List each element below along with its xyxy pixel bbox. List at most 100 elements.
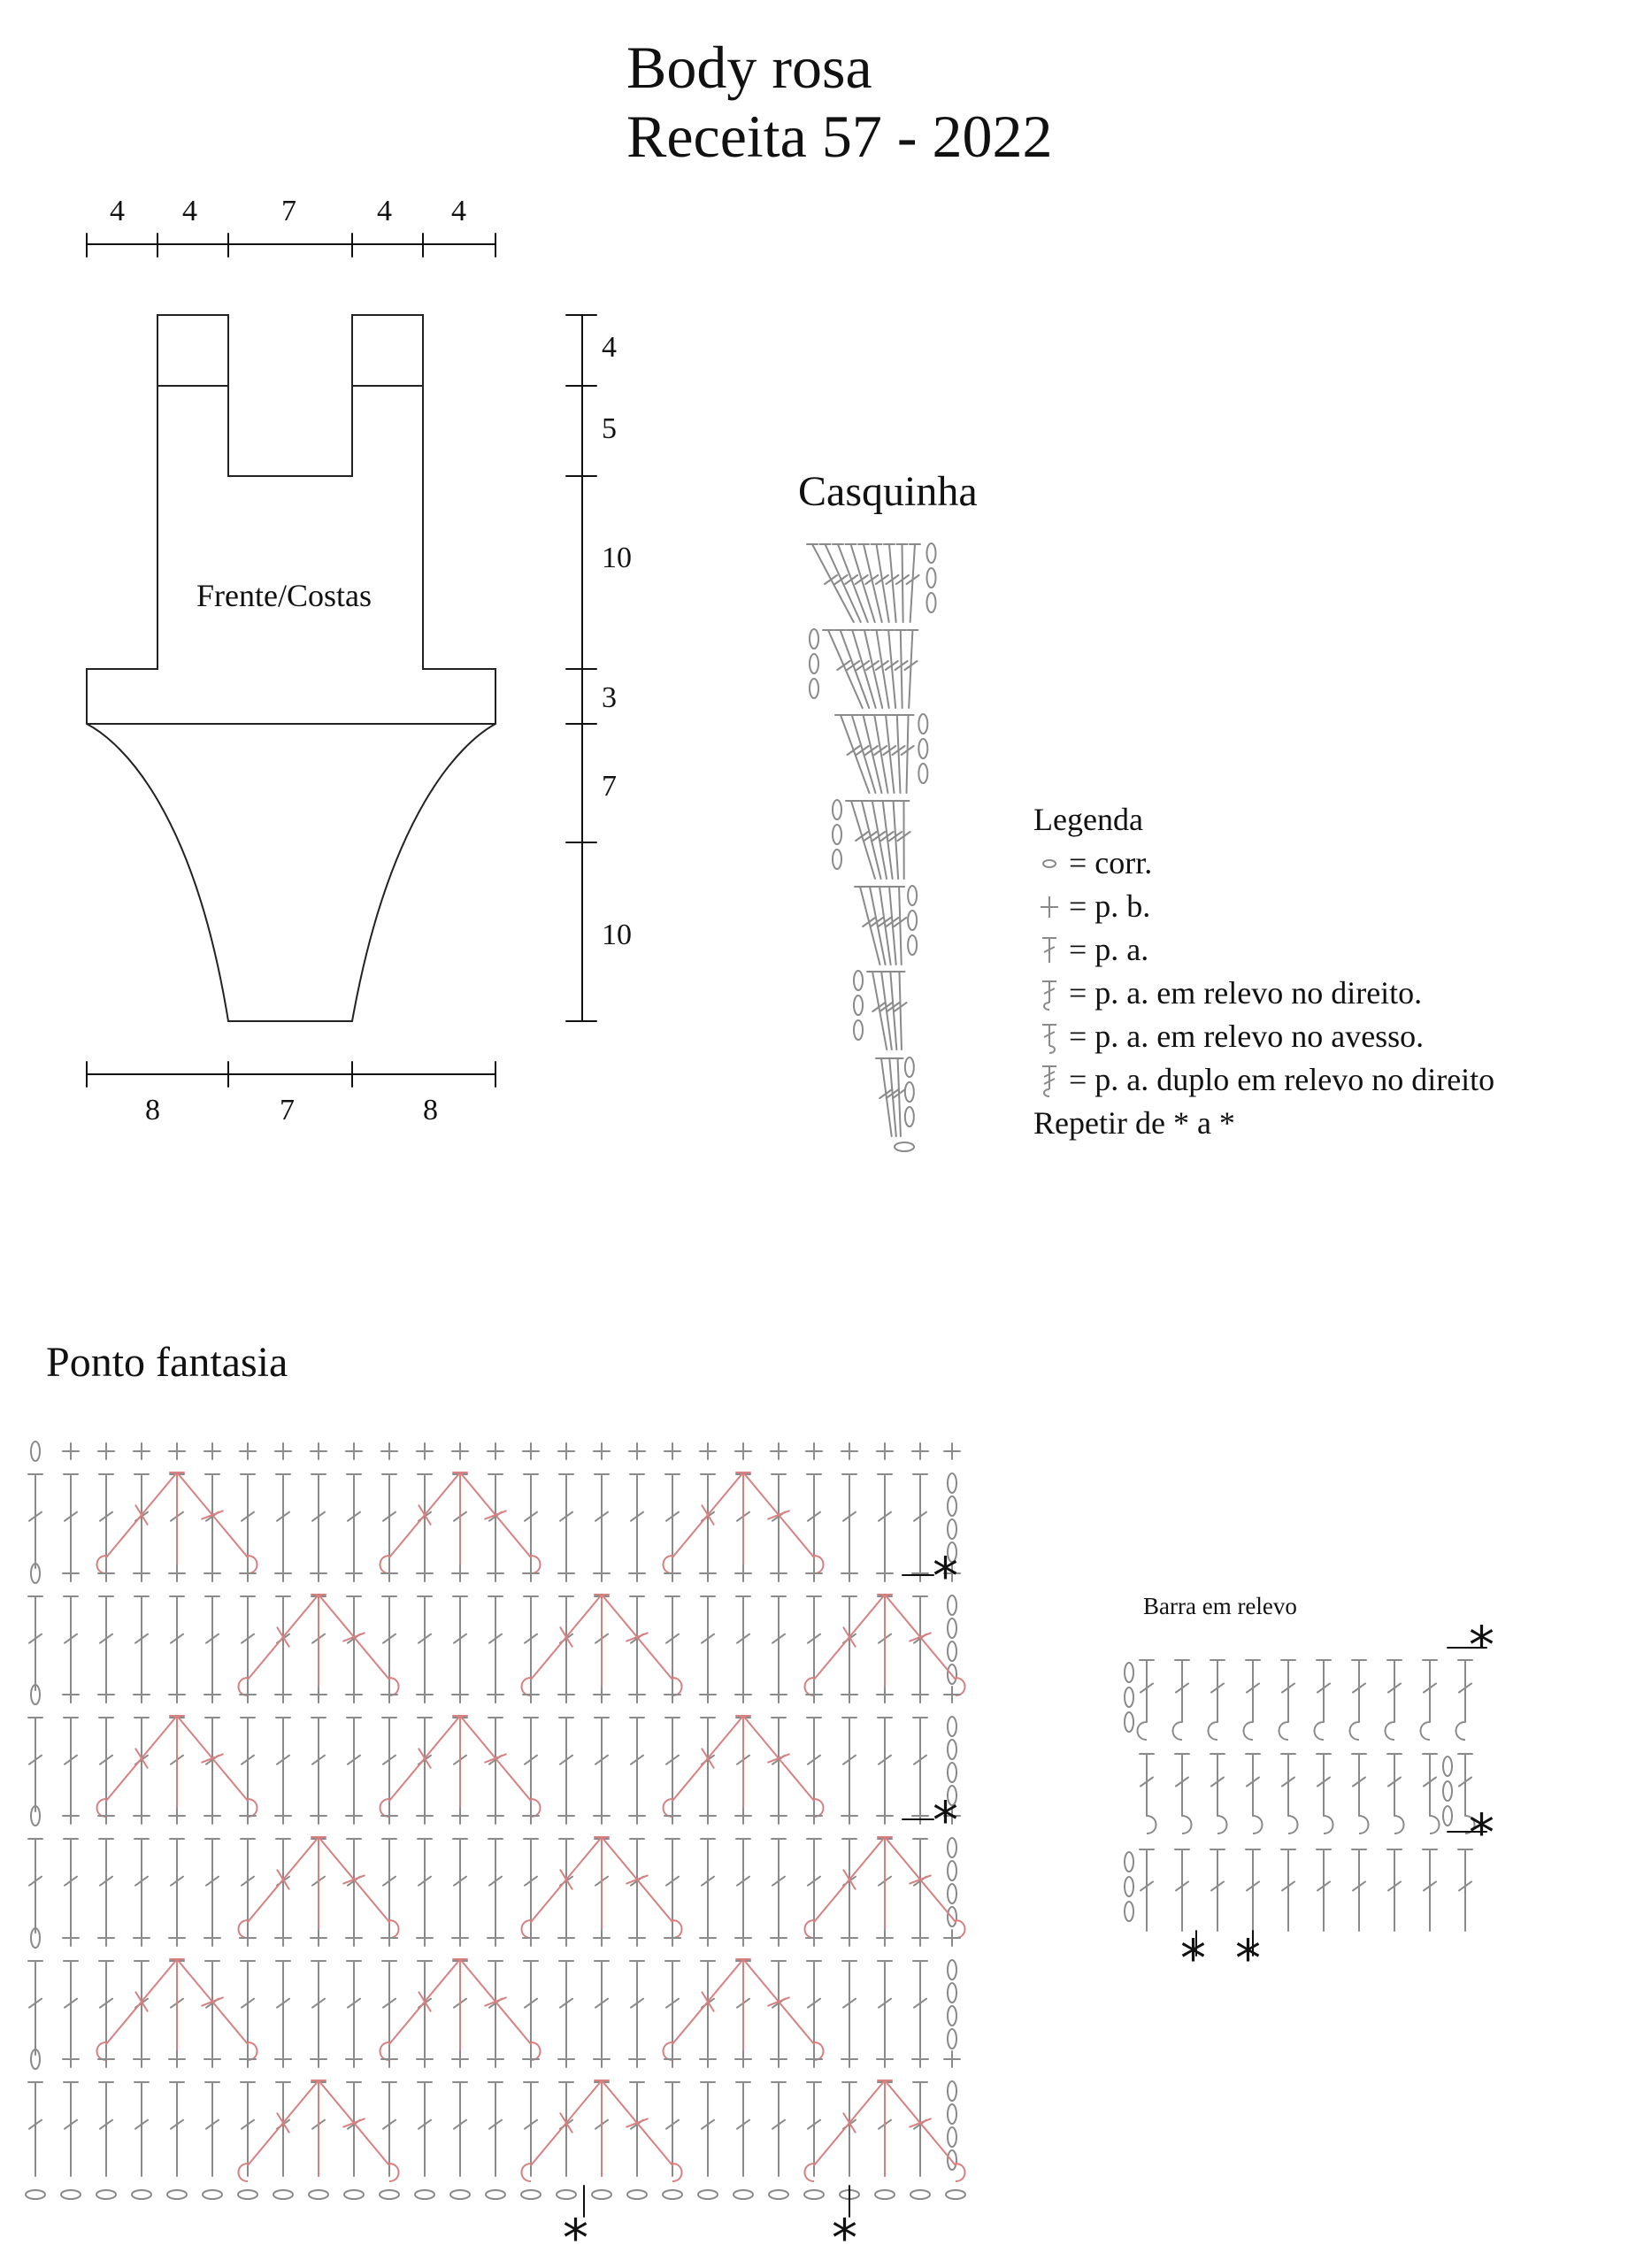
single-crochet (523, 1808, 539, 1824)
single-crochet (912, 1808, 928, 1824)
relief-stitch (1246, 1660, 1260, 1722)
single-crochet (558, 2051, 574, 2067)
double-crochet (736, 1596, 750, 1690)
single-crochet (558, 1808, 574, 1824)
barra-em-relevo-title: Barra em relevo (1143, 1593, 1297, 1620)
double-crochet (99, 2082, 113, 2176)
casquinha-chain (927, 593, 936, 612)
double-crochet (311, 1961, 326, 2055)
double-crochet (64, 1474, 78, 1568)
foundation-chain (238, 2190, 257, 2199)
single-crochet (912, 1443, 928, 1459)
single-crochet (417, 1687, 433, 1703)
bottom-dim-label: 8 (145, 1094, 160, 1127)
single-crochet (806, 1808, 822, 1824)
double-crochet (630, 1718, 644, 1811)
double-crochet (170, 2082, 184, 2176)
double-crochet (99, 1474, 113, 1568)
legend-item-text: = p. a. em relevo no direito. (1069, 972, 1422, 1015)
casquinha-chain (918, 739, 927, 758)
repeat-marker: * (1235, 1933, 1261, 1984)
relief-stitch (1423, 1754, 1437, 1816)
double-crochet (241, 1596, 255, 1690)
double-crochet (170, 1596, 184, 1690)
single-crochet (98, 2051, 114, 2067)
double-crochet (64, 1596, 78, 1690)
relief-stitch (1317, 1754, 1331, 1816)
front-post-tr-icon (1033, 1063, 1065, 1098)
double-crochet (241, 2082, 255, 2176)
single-crochet (877, 1565, 893, 1581)
dc-stem (901, 630, 902, 708)
casquinha-stitch (902, 715, 914, 793)
double-crochet (913, 1718, 927, 1811)
double-crochet (28, 1839, 42, 1933)
single-crochet (594, 1687, 610, 1703)
front-post-hook (239, 1678, 249, 1695)
single-crochet (204, 2051, 220, 2067)
single-crochet (98, 1443, 114, 1459)
bottom-dim-label: 8 (423, 1094, 438, 1127)
single-crochet (98, 1930, 114, 1946)
double-crochet (241, 1961, 255, 2055)
double-crochet (241, 1839, 255, 1933)
double-crochet (99, 1718, 113, 1811)
single-crochet (735, 1687, 751, 1703)
single-crochet (134, 1930, 150, 1946)
front-post-hook (1386, 1722, 1395, 1740)
single-crochet (98, 1687, 114, 1703)
front-post-hook (239, 1920, 249, 1938)
turning-chain (948, 1496, 956, 1516)
dc-stem (902, 544, 903, 622)
back-post-hook (672, 1920, 682, 1938)
turning-chain (31, 1442, 40, 1461)
double-crochet (807, 1596, 821, 1690)
single-crochet (417, 1808, 433, 1824)
single-crochet (311, 1565, 326, 1581)
single-crochet (240, 1443, 256, 1459)
relief-stitch (1175, 1660, 1189, 1722)
single-crochet (417, 1930, 433, 1946)
front-post-hook (522, 1678, 532, 1695)
bottom-dim-label: 7 (280, 1094, 295, 1127)
dc-bar (825, 575, 837, 584)
back-post-hook (1253, 1816, 1263, 1834)
single-crochet (311, 1930, 326, 1946)
repeat-marker: * (563, 2212, 588, 2264)
turning-chain (948, 1473, 956, 1493)
front-post-hook (805, 1678, 815, 1695)
right-dim-label: 3 (602, 681, 617, 715)
foundation-chain (309, 2190, 328, 2199)
double-crochet (595, 1718, 609, 1811)
single-crochet (275, 1808, 291, 1824)
double-crochet (630, 1474, 644, 1568)
casquinha-chain (810, 679, 818, 698)
single-crochet (877, 1443, 893, 1459)
double-crochet (524, 2082, 538, 2176)
single-crochet (735, 2051, 751, 2067)
double-crochet (807, 2082, 821, 2176)
single-crochet (98, 1565, 114, 1581)
back-post-hook (1359, 1816, 1369, 1834)
single-crochet (841, 1687, 857, 1703)
single-crochet (700, 1565, 716, 1581)
single-crochet (806, 2051, 822, 2067)
double-crochet (311, 1718, 326, 1811)
double-crochet (913, 1474, 927, 1568)
casquinha-stitch (884, 1058, 898, 1136)
single-crochet-icon (1033, 889, 1065, 925)
single-crochet (346, 1930, 362, 1946)
back-post-hook (389, 1920, 399, 1938)
front-post-hook (664, 1799, 673, 1817)
repeat-marker: * (1469, 1619, 1494, 1671)
single-crochet (381, 1687, 397, 1703)
top-dim-label: 4 (377, 195, 392, 228)
front-post-hook (380, 1799, 390, 1817)
single-crochet (311, 1808, 326, 1824)
legend-item-text: = p. b. (1069, 885, 1150, 928)
back-post-hook (1324, 1816, 1333, 1834)
single-crochet (240, 1687, 256, 1703)
double-crochet (241, 1474, 255, 1568)
single-crochet (452, 2051, 468, 2067)
